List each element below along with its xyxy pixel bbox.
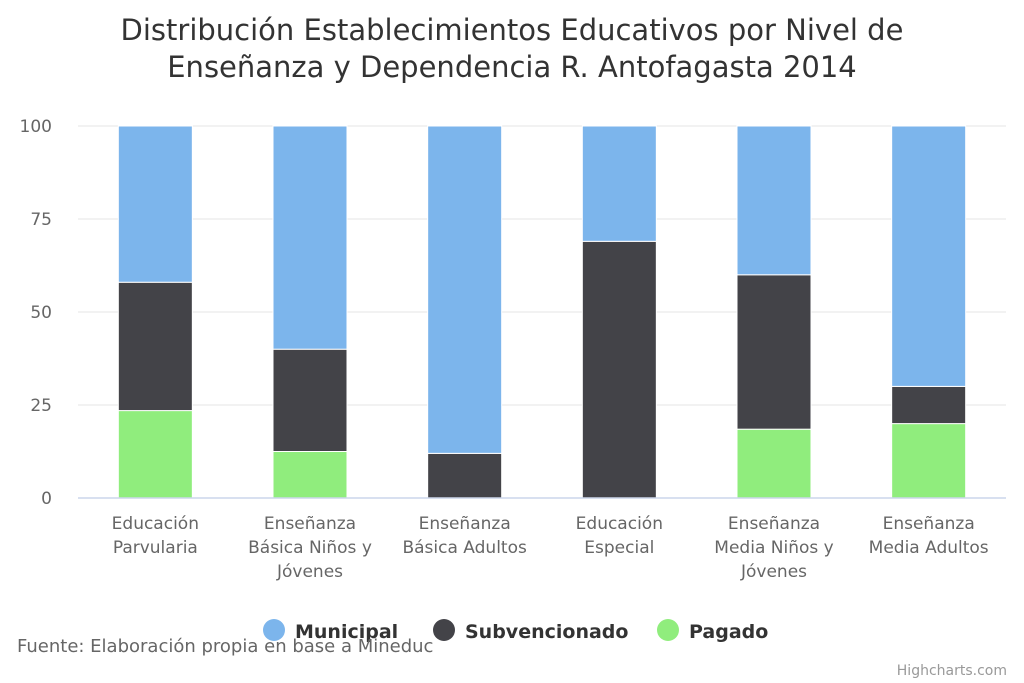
- x-category-label: Básica Niños y: [248, 538, 372, 558]
- bar-segment-municipal[interactable]: [891, 125, 967, 387]
- x-category-label: Básica Adultos: [402, 538, 527, 558]
- chart-title-line: Enseñanza y Dependencia R. Antofagasta 2…: [167, 50, 857, 84]
- bar-segment-pagado[interactable]: [736, 428, 812, 499]
- bar-segment-subvencionado[interactable]: [117, 281, 193, 412]
- bar-segment-pagado[interactable]: [891, 423, 967, 499]
- legend-item-subvencionado[interactable]: Subvencionado: [433, 619, 628, 643]
- bar-segment-subvencionado[interactable]: [581, 240, 657, 499]
- legend-marker-icon: [433, 619, 455, 641]
- x-category-label: Media Niños y: [714, 538, 833, 558]
- y-tick-label: 75: [30, 210, 52, 230]
- x-category-label: Media Adultos: [869, 538, 989, 558]
- bar-segment-municipal[interactable]: [272, 125, 348, 350]
- legend-item-pagado[interactable]: Pagado: [657, 619, 768, 643]
- x-category-label: Parvularia: [113, 538, 198, 558]
- x-category-label: Educación: [576, 514, 663, 534]
- bar-segment-municipal[interactable]: [117, 125, 193, 283]
- y-tick-label: 50: [30, 303, 52, 323]
- legend-label: Subvencionado: [465, 621, 628, 643]
- y-axis-ticks: 0 25 50 75 100: [20, 117, 52, 509]
- x-category-label: Jóvenes: [276, 562, 343, 582]
- x-category-label: Jóvenes: [740, 562, 807, 582]
- x-category-label: Educación: [112, 514, 199, 534]
- bar-segment-pagado[interactable]: [117, 410, 193, 499]
- chart-title: Distribución Establecimientos Educativos…: [121, 13, 904, 84]
- bar-segment-municipal[interactable]: [427, 125, 503, 454]
- credits-link[interactable]: Highcharts.com: [897, 663, 1007, 679]
- bar-segment-subvencionado[interactable]: [427, 452, 503, 499]
- bar-segment-municipal[interactable]: [736, 125, 812, 276]
- bar-segment-subvencionado[interactable]: [736, 274, 812, 430]
- x-category-label: Enseñanza: [419, 514, 511, 534]
- y-tick-label: 0: [41, 489, 52, 509]
- legend-label: Municipal: [295, 621, 398, 643]
- x-category-label: Enseñanza: [728, 514, 820, 534]
- legend-label: Pagado: [689, 621, 768, 643]
- bar-segment-subvencionado[interactable]: [891, 385, 967, 425]
- gridlines: [78, 125, 1006, 406]
- y-tick-label: 100: [20, 117, 52, 137]
- x-category-label: Enseñanza: [264, 514, 356, 534]
- x-category-label: Especial: [584, 538, 654, 558]
- y-tick-label: 25: [30, 396, 52, 416]
- bars: [117, 125, 967, 499]
- source-note: Fuente: Elaboración propia en base a Min…: [17, 636, 433, 657]
- x-axis-categories: Educación Parvularia Enseñanza Básica Niños…: [112, 514, 989, 582]
- chart-title-line: Distribución Establecimientos Educativos…: [121, 13, 904, 47]
- legend[interactable]: Municipal Subvencionado Pagado: [263, 619, 768, 643]
- legend-marker-icon: [657, 619, 679, 641]
- bar-segment-municipal[interactable]: [581, 125, 657, 242]
- x-category-label: Enseñanza: [883, 514, 975, 534]
- bar-segment-subvencionado[interactable]: [272, 348, 348, 453]
- legend-item-municipal[interactable]: Municipal: [263, 619, 398, 643]
- bar-segment-pagado[interactable]: [272, 451, 348, 499]
- legend-marker-icon: [263, 619, 285, 641]
